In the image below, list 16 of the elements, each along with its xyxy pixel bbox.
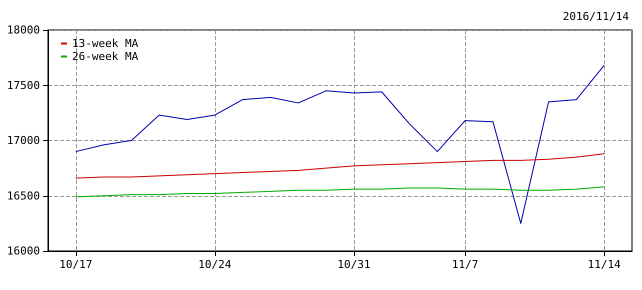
line-series xyxy=(75,64,605,224)
x-tick-label: 10/17 xyxy=(59,258,92,271)
x-tick-label: 11/14 xyxy=(588,258,622,271)
line-series xyxy=(75,186,605,198)
x-tick-label: 10/31 xyxy=(337,258,370,271)
y-tick-label: 17000 xyxy=(6,134,40,147)
x-tick-label: 10/24 xyxy=(198,258,232,271)
line-series xyxy=(75,153,605,179)
y-tick-label: 18000 xyxy=(6,24,40,36)
y-tick-label: 16000 xyxy=(6,244,40,258)
legend-label: 13-week MA xyxy=(72,37,139,50)
x-tick-label: 11/7 xyxy=(452,258,478,271)
y-tick-label: 17500 xyxy=(6,78,40,92)
y-tick-label: 16500 xyxy=(6,189,40,202)
chart-subtitle: 2016/11/14 xyxy=(562,10,630,23)
legend-label: 26-week MA xyxy=(72,50,139,63)
